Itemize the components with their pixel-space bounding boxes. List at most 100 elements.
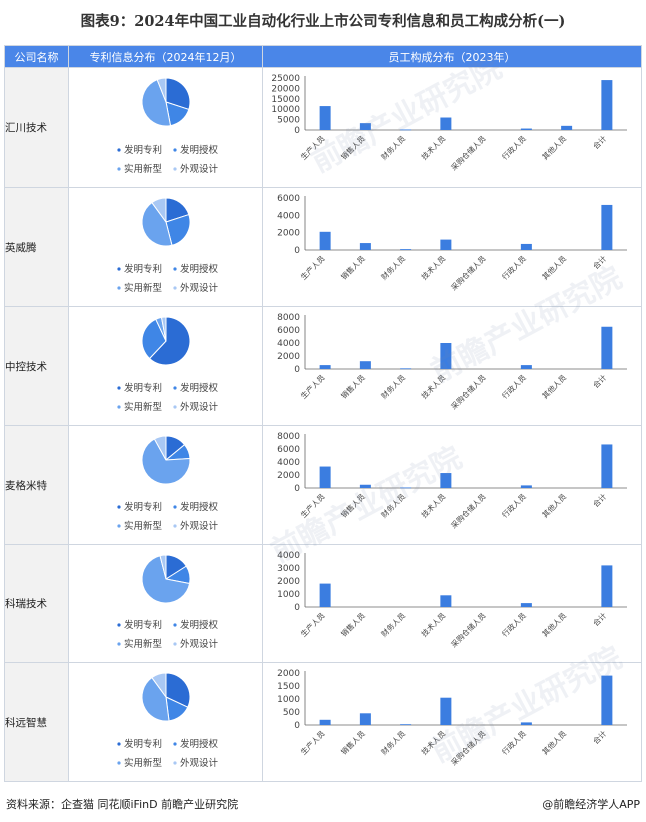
y-tick-label: 4000 [277,211,300,221]
legend-marker [173,623,177,627]
x-tick-label: 生产人员 [298,372,327,401]
legend-label: 实用新型 [124,638,163,650]
x-tick-label: 其他人员 [540,491,569,520]
pie-slice [141,201,173,247]
bar [601,80,613,130]
y-tick-label: 6000 [277,194,300,204]
legend-label: 发明专利 [124,144,162,156]
bar [400,129,412,131]
pie-slice [151,197,167,224]
x-tick-label: 销售人员 [339,253,368,282]
x-tick-label: 行政人员 [500,610,529,639]
legend-label: 实用新型 [124,163,163,175]
y-tick-label: 0 [294,484,300,494]
y-tick-label: 0 [294,126,300,136]
x-tick-label: 其他人员 [540,133,569,162]
company-name: 中控技术 [4,306,69,426]
y-tick-label: 2000 [277,577,300,587]
y-tick-label: 2000 [277,471,300,481]
y-tick-label: 15000 [271,95,300,105]
pie-slice [156,77,167,103]
legend-marker [117,623,121,627]
bar [601,444,613,488]
x-tick-label: 合计 [591,372,609,390]
staff-bar-cell: 0 2000 4000 6000 8000 生产人员 销售人员 财务人员 技术人员 采购仓储人员行… [262,306,642,426]
legend-marker [173,405,177,409]
pie-slice [151,672,167,699]
y-tick-label: 2000 [277,229,300,239]
staff-bar-cell: 0 2000 4000 6000 生产人员 销售人员 财务人员 技术人员 采购仓储人员 行政人员其… [262,187,642,307]
pie-slice [148,316,191,366]
table-row: 英威腾 发明专利 发明授权 实用新型 外观设计 0 2000 4000 6000 生产人员 销售人员… [4,187,642,307]
table-row: 科远智慧 发明专利 发明授权 实用新型 外观设计 0 500 1000 1500 2000 生产人员… [4,662,642,782]
y-tick-label: 1000 [277,590,300,600]
table-row: 汇川技术 发明专利 发明授权 实用新型 外观设计 0 5000 10000 15000 20000… [4,67,642,188]
bar [601,565,613,607]
company-name: 科瑞技术 [4,544,69,663]
pie-slice [141,79,172,127]
x-tick-label: 其他人员 [540,728,569,757]
bar [520,722,532,725]
bar [319,365,331,369]
company-name: 科远智慧 [4,662,69,782]
x-tick-label: 销售人员 [339,610,368,639]
bar [520,603,532,607]
y-tick-label: 0 [294,246,300,256]
legend-marker [117,267,121,271]
x-tick-label: 销售人员 [339,491,368,520]
bar [440,697,452,725]
x-tick-label: 销售人员 [339,372,368,401]
x-tick-label: 销售人员 [339,133,368,162]
patent-pie-cell: 发明专利 发明授权 实用新型 外观设计 [68,425,263,545]
bar [319,106,331,130]
x-tick-label: 采购仓储人员 [449,491,488,530]
header-company: 公司名称 [4,45,69,68]
pie-slice [141,555,191,604]
bar [400,487,412,489]
x-tick-label: 技术人员 [419,728,448,757]
x-tick-label: 行政人员 [500,491,529,520]
bar [319,231,331,250]
y-tick-label: 4000 [277,458,300,468]
bar [601,204,613,250]
staff-bar-chart: 0 2000 4000 6000 8000 生产人员 销售人员 财务人员 技术人员 采购仓储人员行… [277,432,627,530]
legend-marker [117,405,121,409]
x-tick-label: 销售人员 [339,728,368,757]
y-tick-label: 3000 [277,564,300,574]
staff-bar-cell: 0 500 1000 1500 2000 生产人员 销售人员 财务人员 技术人员 采购仓储人员 行政… [262,662,642,782]
y-tick-label: 8000 [277,432,300,442]
patent-pie-cell: 发明专利 发明授权 实用新型 外观设计 [68,662,263,782]
y-tick-label: 8000 [277,313,300,323]
pie-slice [165,213,191,246]
legend-label: 发明授权 [180,738,219,750]
legend-marker [117,386,121,390]
x-tick-label: 生产人员 [298,133,327,162]
x-tick-label: 财务人员 [379,372,408,401]
staff-bar-cell: 0 1000 2000 3000 4000 生产人员 销售人员 财务人员 技术人员 采购仓储人员行… [262,544,642,663]
x-tick-label: 技术人员 [419,610,448,639]
x-tick-label: 合计 [591,728,609,746]
legend-marker [173,742,177,746]
legend-marker [173,761,177,765]
bar [359,361,371,369]
bar [601,675,613,725]
pie-slice [141,676,170,722]
x-tick-label: 采购仓储人员 [449,610,488,649]
bar [440,117,452,130]
legend-label: 发明授权 [180,144,219,156]
y-tick-label: 1000 [277,695,300,705]
brand-credit: @前瞻经济学人APP [542,798,640,811]
y-tick-label: 0 [294,365,300,375]
bar [359,713,371,725]
x-tick-label: 生产人员 [298,728,327,757]
company-table: 公司名称 专利信息分布（2024年12月） 员工构成分布（2023年） 汇川技术… [4,45,642,782]
staff-bar-cell: 0 5000 10000 15000 20000 25000 生产人员 销售人员 财务人员 技术人… [262,67,642,188]
pie-slice [159,554,167,580]
legend-marker [173,505,177,509]
legend-marker [117,148,121,152]
bar [440,343,452,369]
patent-pie-cell: 发明专利 发明授权 实用新型 外观设计 [68,544,263,663]
staff-bar-chart: 0 2000 4000 6000 生产人员 销售人员 财务人员 技术人员 采购仓储人员 行政人员其… [277,194,627,292]
x-tick-label: 财务人员 [379,133,408,162]
